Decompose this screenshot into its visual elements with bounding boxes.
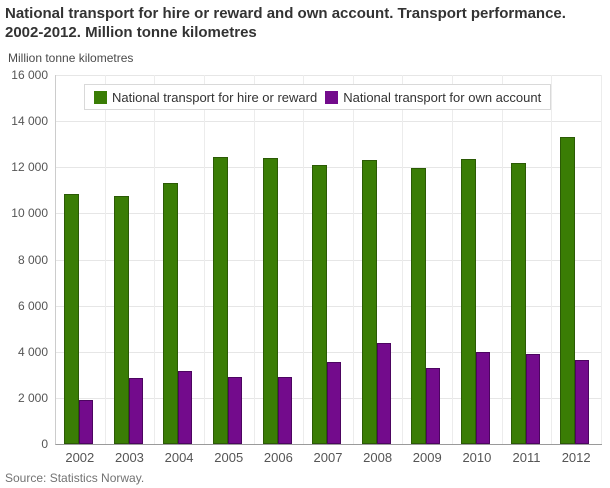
y-tick-label: 8 000 [17, 252, 48, 267]
bar-hire-or-reward-2012 [560, 137, 576, 444]
legend-label-hire-or-reward: National transport for hire or reward [112, 89, 318, 105]
bar-hire-or-reward-2004 [163, 183, 179, 444]
legend-swatch-own-account [325, 90, 339, 104]
bar-own-account-2007 [327, 362, 342, 444]
v-gridline [501, 75, 503, 444]
x-tick-label-2006: 2006 [263, 450, 293, 465]
bar-hire-or-reward-2010 [461, 159, 477, 444]
chart-title: National transport for hire or reward an… [5, 5, 566, 41]
h-gridline [56, 259, 602, 261]
h-gridline [56, 305, 602, 307]
y-tick-label: 16 000 [11, 68, 48, 82]
bar-hire-or-reward-2005 [212, 157, 228, 444]
y-tick-label: 12 000 [11, 160, 48, 175]
y-tick-label: 4 000 [17, 344, 48, 359]
bar-own-account-2012 [575, 360, 590, 444]
legend-item-own-account[interactable]: National transport for own account [325, 90, 541, 105]
bar-hire-or-reward-2002 [64, 194, 79, 444]
x-tick-label-2007: 2007 [313, 450, 343, 465]
bar-own-account-2008 [376, 343, 391, 444]
y-axis-title: Million tonne kilometres [8, 51, 134, 65]
x-tick-label-2008: 2008 [363, 450, 393, 465]
plot-area [55, 75, 602, 445]
bar-own-account-2004 [178, 371, 193, 444]
bar-group-2012 [552, 75, 602, 444]
bar-own-account-2011 [525, 354, 540, 444]
bar-hire-or-reward-2009 [411, 168, 427, 444]
x-tick-label-2011: 2011 [512, 450, 541, 465]
legend-label-own-account: National transport for own account [343, 89, 542, 105]
bar-hire-or-reward-2008 [361, 160, 377, 444]
legend-item-hire-or-reward[interactable]: National transport for hire or reward [94, 90, 317, 105]
x-tick-label-2010: 2010 [462, 450, 492, 465]
bar-hire-or-reward-2003 [113, 196, 129, 444]
y-tick-label: 14 000 [11, 114, 48, 129]
v-gridline [551, 75, 553, 444]
bar-hire-or-reward-2011 [510, 163, 526, 444]
bar-own-account-2010 [476, 352, 491, 444]
v-gridline [154, 75, 156, 444]
h-gridline [56, 121, 602, 123]
bar-group-2008 [354, 75, 404, 444]
x-tick-label-2003: 2003 [114, 450, 144, 465]
bar-own-account-2006 [277, 377, 292, 444]
y-tick-label: 10 000 [11, 206, 48, 221]
bar-group-2009 [403, 75, 453, 444]
bar-own-account-2003 [128, 378, 143, 444]
bar-group-2007 [304, 75, 354, 444]
x-tick-label-2005: 2005 [214, 450, 244, 465]
bar-group-2004 [155, 75, 205, 444]
v-gridline [303, 75, 305, 444]
legend-swatch-hire-or-reward [94, 90, 107, 104]
v-gridline [253, 75, 255, 444]
bar-group-2005 [205, 75, 255, 444]
bar-group-2003 [106, 75, 156, 444]
bar-hire-or-reward-2006 [262, 158, 278, 444]
bar-own-account-2005 [227, 377, 242, 444]
bar-hire-or-reward-2007 [312, 165, 328, 444]
v-gridline [104, 75, 106, 444]
bar-group-2011 [503, 75, 553, 444]
y-tick-label: 2 000 [17, 390, 48, 405]
x-tick-label-2004: 2004 [164, 450, 194, 465]
bar-own-account-2009 [426, 368, 441, 444]
x-tick-label-2012: 2012 [561, 450, 591, 465]
h-gridline [56, 75, 602, 76]
v-gridline [352, 75, 354, 444]
x-tick-label-2009: 2009 [412, 450, 442, 465]
v-gridline [452, 75, 454, 444]
bar-own-account-2002 [79, 400, 93, 444]
h-gridline [56, 351, 602, 353]
bar-group-2010 [453, 75, 503, 444]
y-tick-label: 0 [41, 437, 48, 451]
legend: National transport for hire or reward Na… [84, 84, 552, 110]
bar-group-2006 [255, 75, 305, 444]
y-tick-label: 6 000 [17, 298, 48, 313]
x-tick-label-2002: 2002 [65, 450, 95, 465]
h-gridline [56, 167, 602, 169]
h-gridline [56, 213, 602, 215]
v-gridline [402, 75, 404, 444]
v-gridline [203, 75, 205, 444]
bar-group-2002 [56, 75, 106, 444]
v-gridline [601, 75, 602, 444]
source-text: Source: Statistics Norway. [5, 471, 145, 485]
